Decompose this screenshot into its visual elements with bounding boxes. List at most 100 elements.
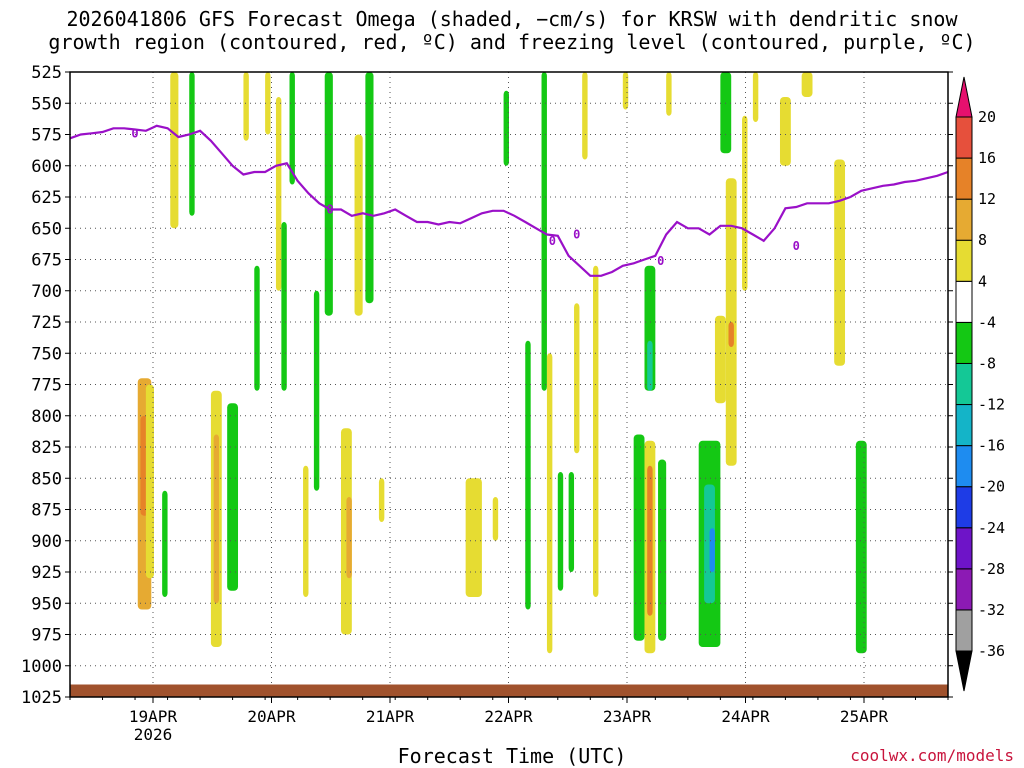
colorbar-label: 16 [978, 149, 996, 167]
omega-cell [525, 340, 531, 610]
x-tick-label: 24APR [721, 707, 770, 726]
omega-cell [855, 440, 867, 654]
x-tick-label: 19APR [129, 707, 178, 726]
freezing-level-label: 0 [549, 234, 556, 248]
colorbar-segment [955, 198, 973, 241]
x-axis-ticks: 19APR 20APR 21APR 22APR 23APR 24APR 25APR 2026 [69, 697, 949, 744]
colorbar-segment [955, 157, 973, 200]
omega-cell [647, 340, 653, 391]
colorbar-label: -12 [978, 396, 1005, 414]
omega-cell [145, 384, 155, 579]
colorbar: -36 -32 -28 -24 -20 -16 -12 -8 -4 4 8 12 16 20 [955, 76, 1005, 692]
colorbar-segment [955, 239, 973, 282]
colorbar-label: -20 [978, 478, 1005, 496]
grid-lines [70, 71, 948, 698]
credit-link[interactable]: coolwx.com/models [850, 746, 1014, 765]
omega-cell [243, 72, 249, 141]
omega-cell [574, 303, 580, 454]
freezing-level-label: 0 [327, 203, 334, 217]
freezing-level-label: 0 [573, 228, 580, 242]
omega-cell [752, 72, 759, 122]
omega-cell [289, 72, 295, 185]
omega-cell [666, 72, 672, 116]
omega-cell [465, 478, 482, 597]
y-tick-label: 725 [31, 313, 62, 333]
colorbar-segment [955, 486, 973, 529]
x-tick-label: 25APR [840, 707, 889, 726]
y-tick-label: 675 [31, 251, 62, 271]
omega-cell [582, 72, 588, 160]
colorbar-label: 8 [978, 231, 987, 249]
omega-cell [593, 265, 599, 597]
colorbar-segment [955, 362, 973, 406]
chart-title-line2: growth region (contoured, red, ºC) and f… [48, 30, 976, 54]
y-axis-ticks: 525 550 575 600 625 650 675 700 725 750 775 800 825 8… [21, 63, 953, 708]
y-tick-label: 975 [31, 626, 62, 646]
y-tick-label: 650 [31, 219, 62, 239]
freezing-level-label: 0 [657, 254, 664, 268]
x-year-label: 2026 [134, 725, 173, 744]
y-tick-label: 625 [31, 188, 62, 208]
omega-cell [557, 472, 564, 591]
colorbar-label: 4 [978, 272, 987, 290]
x-tick-label: 20APR [247, 707, 296, 726]
omega-cell [275, 97, 282, 291]
x-tick-label: 23APR [603, 707, 652, 726]
omega-cell [622, 72, 629, 110]
y-tick-label: 900 [31, 532, 62, 552]
freezing-level-label: 0 [131, 126, 138, 140]
y-tick-label: 775 [31, 376, 62, 396]
chart-title-line1: 2026041806 GFS Forecast Omega (shaded, −… [66, 7, 958, 31]
omega-cell [162, 490, 168, 597]
omega-cell [568, 472, 575, 572]
omega-cell [346, 497, 352, 579]
omega-cell [728, 322, 734, 347]
colorbar-segment [955, 527, 973, 570]
colorbar-segment [955, 609, 973, 652]
colorbar-label: -4 [978, 313, 996, 331]
omega-cell [281, 222, 287, 391]
colorbar-label: -36 [978, 642, 1005, 660]
colorbar-bottom-arrow [955, 650, 973, 692]
omega-cell [742, 115, 748, 291]
omega-cell [714, 315, 726, 404]
y-tick-label: 750 [31, 344, 62, 364]
omega-shading-layer [137, 72, 867, 654]
omega-cell [265, 72, 271, 135]
omega-cell [303, 465, 309, 597]
terrain-strip [70, 684, 948, 697]
colorbar-label: 12 [978, 190, 996, 208]
colorbar-label: 20 [978, 108, 996, 126]
omega-cell [227, 403, 239, 591]
omega-cell [503, 90, 509, 166]
colorbar-label: -32 [978, 601, 1005, 619]
omega-cell [354, 134, 363, 316]
omega-cell [541, 72, 547, 391]
freezing-level-label: 0 [793, 239, 800, 253]
colorbar-segment [955, 116, 973, 159]
omega-cell [633, 434, 645, 641]
colorbar-segment [955, 445, 973, 488]
x-tick-label: 22APR [484, 707, 533, 726]
colorbar-label: -16 [978, 437, 1005, 455]
omega-cell [378, 478, 385, 522]
omega-cell [492, 497, 499, 541]
omega-cell [834, 159, 846, 366]
colorbar-label: -28 [978, 560, 1005, 578]
colorbar-segment [955, 568, 973, 611]
y-tick-label: 1000 [21, 657, 62, 677]
omega-cell [647, 465, 653, 616]
omega-cell [213, 434, 220, 604]
omega-cell [704, 484, 715, 604]
y-tick-label: 1025 [21, 688, 62, 708]
plot-frame [69, 71, 949, 698]
y-tick-label: 525 [31, 63, 62, 83]
omega-cell [546, 353, 553, 654]
colorbar-top-arrow [955, 76, 973, 118]
plot-border [69, 71, 949, 698]
y-tick-label: 575 [31, 126, 62, 146]
colorbar-segment [955, 321, 973, 364]
colorbar-segment [955, 404, 973, 447]
omega-cell [658, 459, 667, 641]
